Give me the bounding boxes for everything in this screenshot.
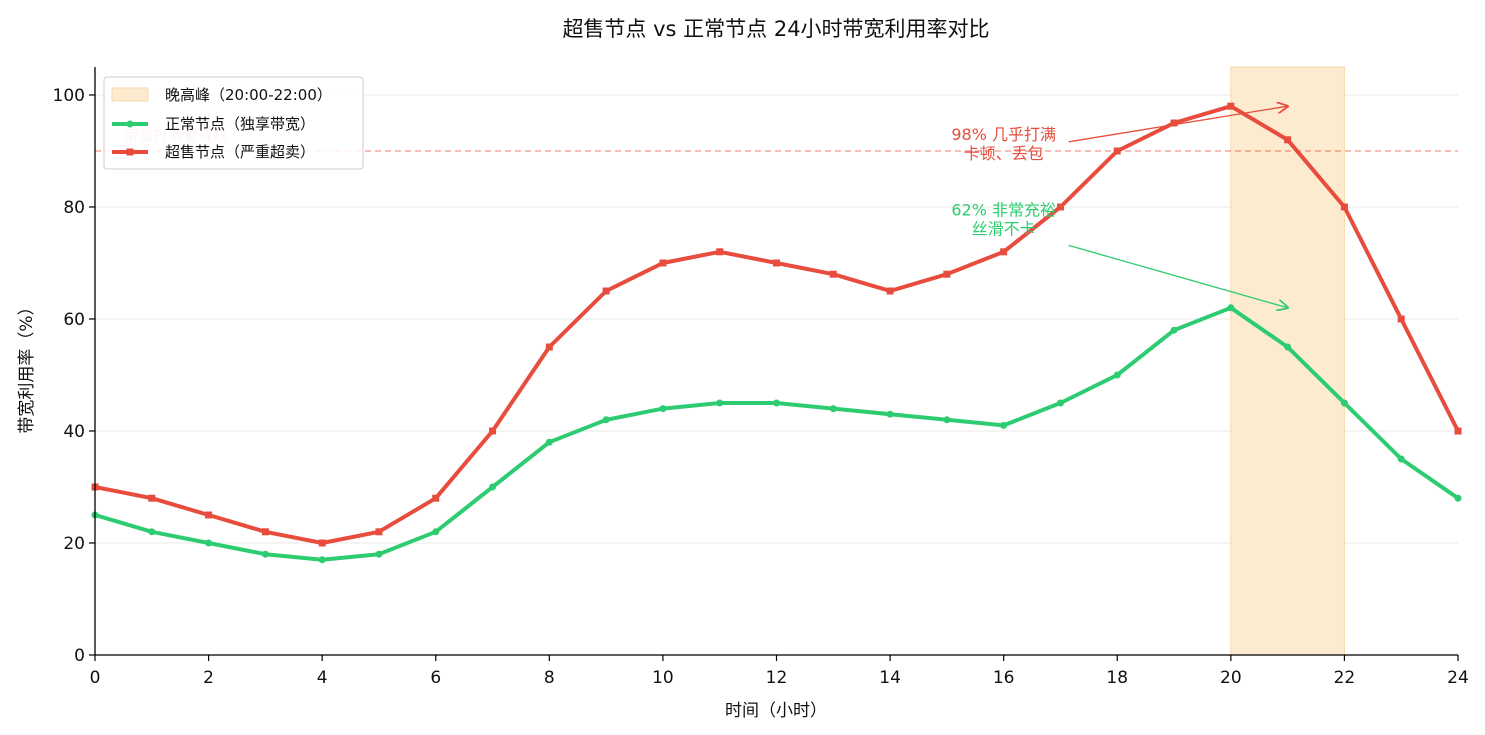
data-point [148, 494, 156, 502]
x-tick-label: 18 [1106, 668, 1128, 688]
chart-title: 超售节点 vs 正常节点 24小时带宽利用率对比 [562, 17, 989, 41]
data-point [1170, 119, 1178, 127]
x-tick-label: 4 [317, 668, 328, 688]
data-point [205, 539, 213, 547]
data-point [659, 405, 667, 413]
x-tick-label: 24 [1447, 668, 1469, 688]
peak-region [1230, 66, 1345, 656]
data-point [489, 427, 497, 435]
data-point [1113, 147, 1121, 155]
annotation-text: 62% 非常充裕 [951, 200, 1056, 219]
data-point [148, 528, 156, 536]
y-tick-label: 100 [53, 86, 85, 106]
data-point [1056, 399, 1064, 407]
data-point [829, 405, 837, 413]
x-tick-label: 20 [1220, 668, 1242, 688]
data-point [318, 556, 326, 564]
data-point [716, 399, 724, 407]
legend-marker-normal [126, 120, 134, 128]
data-point [261, 550, 269, 558]
data-point [318, 539, 326, 547]
x-tick-label: 2 [203, 668, 214, 688]
data-point [602, 416, 610, 424]
data-point [1227, 304, 1235, 312]
data-point [1227, 102, 1235, 110]
data-point [545, 343, 553, 351]
data-point [1340, 399, 1348, 407]
data-point [1113, 371, 1121, 379]
data-point [1340, 203, 1348, 211]
data-point [1170, 326, 1178, 334]
legend-marker-oversold [126, 148, 134, 156]
data-point [1056, 203, 1064, 211]
x-tick-label: 0 [90, 668, 101, 688]
legend: 晚高峰（20:00-22:00） 正常节点（独享带宽） 超售节点（严重超卖） [103, 76, 364, 170]
x-tick-label: 16 [993, 668, 1015, 688]
data-point [545, 438, 553, 446]
legend-label-oversold: 超售节点（严重超卖） [165, 143, 315, 161]
x-tick-label: 6 [430, 668, 441, 688]
data-point [205, 511, 213, 519]
series-group [91, 102, 1462, 564]
data-point [1397, 455, 1405, 463]
data-point [489, 483, 497, 491]
data-point [261, 528, 269, 536]
x-tick-label: 14 [879, 668, 901, 688]
data-point [1284, 343, 1292, 351]
annotation-arrow [1068, 106, 1288, 143]
y-tick-label: 80 [63, 198, 85, 218]
y-ticks: 0 20 40 60 80 100 [53, 86, 95, 666]
data-point [943, 270, 951, 278]
data-point [1000, 248, 1008, 256]
x-tick-label: 22 [1334, 668, 1356, 688]
x-ticks: 0 2 4 6 8 10 12 14 16 18 20 22 24 [90, 655, 1469, 688]
x-tick-label: 10 [652, 668, 674, 688]
data-point [886, 287, 894, 295]
data-point [1000, 421, 1008, 429]
y-tick-label: 0 [74, 646, 85, 666]
annotation-text: 卡顿、丢包 [964, 144, 1044, 163]
y-tick-label: 40 [63, 422, 85, 442]
data-point [1454, 494, 1462, 502]
data-point [1454, 427, 1462, 435]
data-point [375, 550, 383, 558]
x-tick-label: 8 [544, 668, 555, 688]
data-point [1397, 315, 1405, 323]
annotation-text: 丝滑不卡 [972, 219, 1036, 238]
data-point [773, 399, 780, 407]
legend-swatch-peak [111, 87, 149, 102]
y-tick-label: 20 [63, 534, 85, 554]
x-axis-label: 时间（小时） [725, 701, 827, 721]
peak-hours-shade [1230, 66, 1345, 656]
data-point [432, 528, 440, 536]
annotation-arrow [1068, 244, 1288, 307]
data-point [659, 259, 667, 267]
data-point [943, 416, 951, 424]
data-point [375, 528, 383, 536]
data-point [886, 410, 894, 418]
legend-label-normal: 正常节点（独享带宽） [165, 115, 315, 133]
data-point [716, 248, 724, 256]
data-point [829, 270, 837, 278]
data-point [773, 259, 780, 267]
legend-label-peak: 晚高峰（20:00-22:00） [165, 86, 332, 104]
data-point [1284, 136, 1292, 144]
annotation-text: 98% 几乎打满 [951, 125, 1056, 144]
y-tick-label: 60 [63, 310, 85, 330]
legend-box [103, 76, 364, 170]
y-axis-label: 带宽利用率（%） [17, 298, 37, 433]
x-tick-label: 12 [766, 668, 788, 688]
data-point [602, 287, 610, 295]
data-point [432, 494, 440, 502]
